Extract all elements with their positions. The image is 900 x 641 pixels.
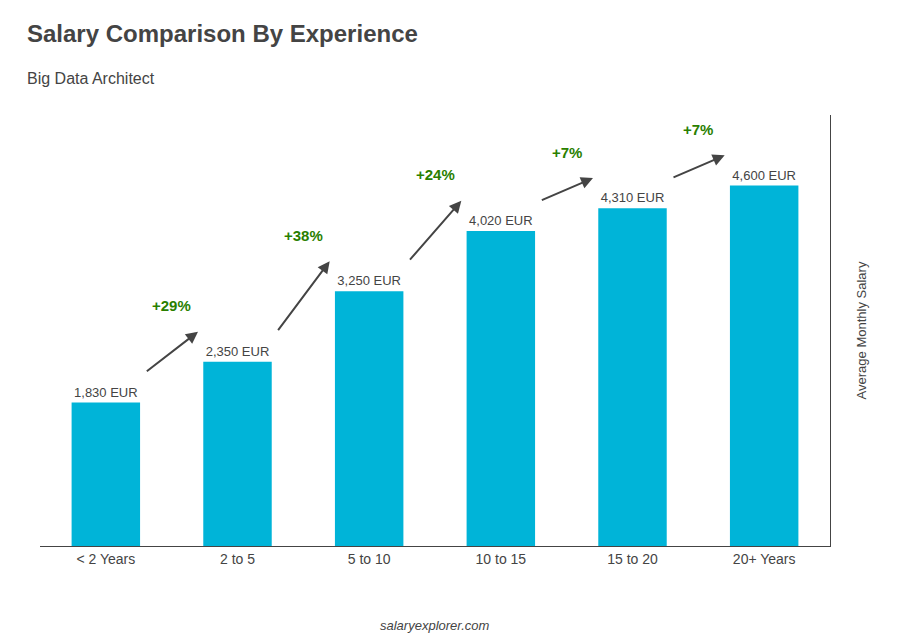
svg-text:< 2 Years: < 2 Years xyxy=(76,551,135,567)
svg-text:5 to 10: 5 to 10 xyxy=(348,551,391,567)
svg-text:1,830 EUR: 1,830 EUR xyxy=(74,385,138,400)
svg-text:20+ Years: 20+ Years xyxy=(733,551,796,567)
svg-text:salaryexplorer.com: salaryexplorer.com xyxy=(380,618,490,633)
svg-text:4,310 EUR: 4,310 EUR xyxy=(601,190,665,205)
svg-text:Salary Comparison By Experienc: Salary Comparison By Experience xyxy=(27,20,418,47)
svg-text:2,350 EUR: 2,350 EUR xyxy=(206,344,270,359)
svg-text:Average Monthly Salary: Average Monthly Salary xyxy=(854,261,869,399)
svg-text:+7%: +7% xyxy=(683,121,713,138)
svg-text:15 to 20: 15 to 20 xyxy=(607,551,658,567)
svg-text:Big Data Architect: Big Data Architect xyxy=(27,70,155,87)
svg-text:10 to 15: 10 to 15 xyxy=(476,551,527,567)
svg-text:+7%: +7% xyxy=(552,144,582,161)
svg-text:3,250 EUR: 3,250 EUR xyxy=(337,273,401,288)
svg-text:4,600 EUR: 4,600 EUR xyxy=(732,168,796,183)
svg-text:+24%: +24% xyxy=(416,166,455,183)
svg-text:2 to 5: 2 to 5 xyxy=(220,551,255,567)
svg-text:4,020 EUR: 4,020 EUR xyxy=(469,213,533,228)
svg-text:+38%: +38% xyxy=(284,227,323,244)
svg-text:+29%: +29% xyxy=(152,297,191,314)
